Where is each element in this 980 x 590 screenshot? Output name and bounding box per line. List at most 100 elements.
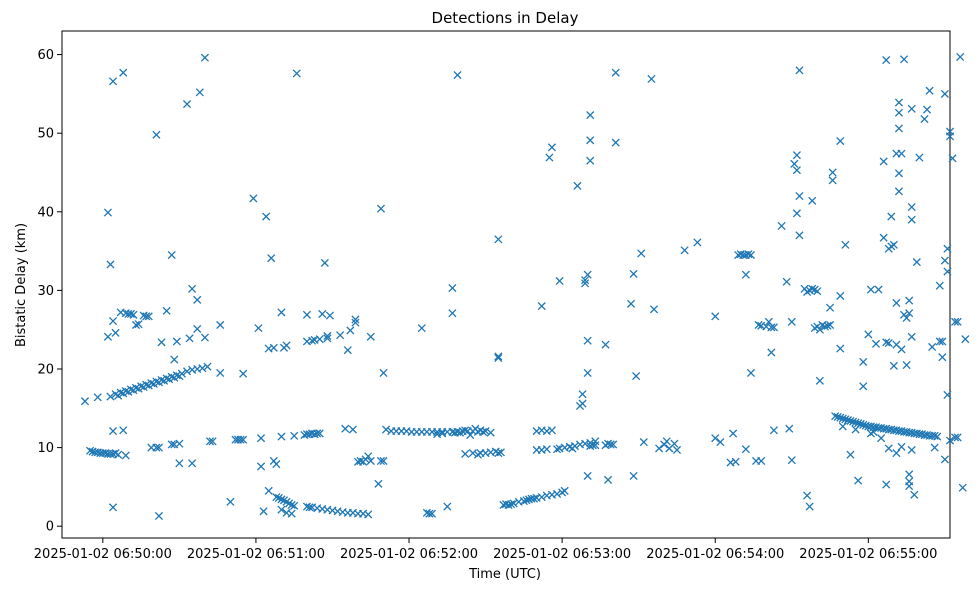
data-point (795, 66, 804, 75)
data-point (859, 382, 868, 391)
data-point (547, 143, 556, 152)
data-point (277, 505, 286, 514)
data-point (754, 320, 763, 330)
data-point (494, 352, 503, 361)
data-point (820, 322, 830, 331)
data-point (626, 299, 636, 308)
data-point (552, 445, 562, 454)
data-point (757, 456, 766, 466)
data-point (509, 499, 518, 508)
data-point (836, 344, 845, 353)
data-point (134, 384, 143, 393)
data-point (887, 212, 896, 221)
data-point (139, 383, 148, 392)
data-point (290, 501, 299, 510)
data-point (471, 424, 480, 433)
data-point (943, 244, 952, 253)
data-point (547, 426, 556, 435)
data-point (108, 503, 118, 512)
data-point (647, 74, 656, 84)
data-point (313, 429, 322, 438)
data-point (672, 445, 682, 455)
data-point (106, 392, 115, 401)
data-point (922, 105, 932, 114)
data-point (108, 427, 118, 436)
data-point (256, 434, 266, 443)
data-point (746, 368, 756, 377)
plot-frame (61, 30, 951, 539)
data-point (846, 416, 855, 425)
data-point (609, 440, 618, 449)
data-point (379, 456, 388, 466)
data-point (175, 459, 184, 468)
data-point (815, 376, 824, 385)
data-point (144, 381, 153, 390)
data-point (256, 462, 266, 471)
data-point (782, 277, 791, 286)
data-point (897, 149, 906, 158)
data-point (935, 337, 944, 346)
data-point (195, 88, 204, 97)
data-point (769, 426, 778, 435)
data-point (427, 509, 437, 518)
data-point (953, 317, 962, 326)
data-point (882, 480, 891, 489)
data-point (874, 285, 883, 294)
data-point (877, 434, 886, 443)
data-point (792, 151, 801, 160)
data-point (864, 330, 873, 339)
data-point (254, 324, 263, 333)
data-point (583, 336, 592, 345)
data-point (601, 340, 610, 349)
data-point (859, 420, 868, 429)
data-point (134, 320, 143, 329)
y-tick-label: 40 (37, 205, 54, 220)
data-point (848, 417, 858, 426)
data-point (272, 460, 281, 469)
data-point (933, 432, 942, 441)
data-point (200, 333, 209, 342)
data-point (453, 70, 462, 80)
data-point (364, 510, 373, 519)
data-point (907, 104, 916, 113)
data-point (200, 53, 209, 62)
data-point (894, 98, 904, 107)
data-point (216, 368, 225, 377)
x-tick-label: 2025-01-02 06:51:00 (187, 547, 325, 562)
data-point (838, 422, 847, 431)
data-point (583, 368, 592, 377)
x-tick-label: 2025-01-02 06:55:00 (799, 547, 937, 562)
y-tick-label: 0 (46, 520, 54, 535)
data-point (680, 246, 689, 255)
data-point (126, 309, 135, 319)
data-point (902, 361, 911, 370)
data-point (795, 192, 804, 201)
data-point (486, 428, 495, 437)
data-point (746, 250, 756, 260)
data-point (920, 114, 929, 124)
data-point (448, 283, 457, 293)
data-point (182, 100, 192, 109)
data-point (351, 318, 360, 327)
data-point (425, 509, 434, 518)
data-point (604, 475, 613, 484)
data-point (961, 335, 970, 344)
data-point (346, 326, 355, 335)
data-point (854, 419, 863, 428)
data-point (154, 511, 164, 521)
y-tick-label: 20 (37, 363, 54, 378)
data-point (320, 258, 329, 267)
data-point (269, 343, 278, 352)
data-point (889, 361, 898, 370)
data-point (537, 493, 546, 502)
data-point (308, 336, 317, 345)
data-point (376, 456, 386, 466)
data-point (892, 298, 901, 308)
data-point (808, 196, 817, 205)
data-point (264, 486, 273, 495)
data-point (792, 209, 801, 218)
data-point (884, 444, 893, 453)
data-point (522, 496, 531, 505)
data-point (841, 240, 850, 249)
data-point (930, 431, 939, 440)
